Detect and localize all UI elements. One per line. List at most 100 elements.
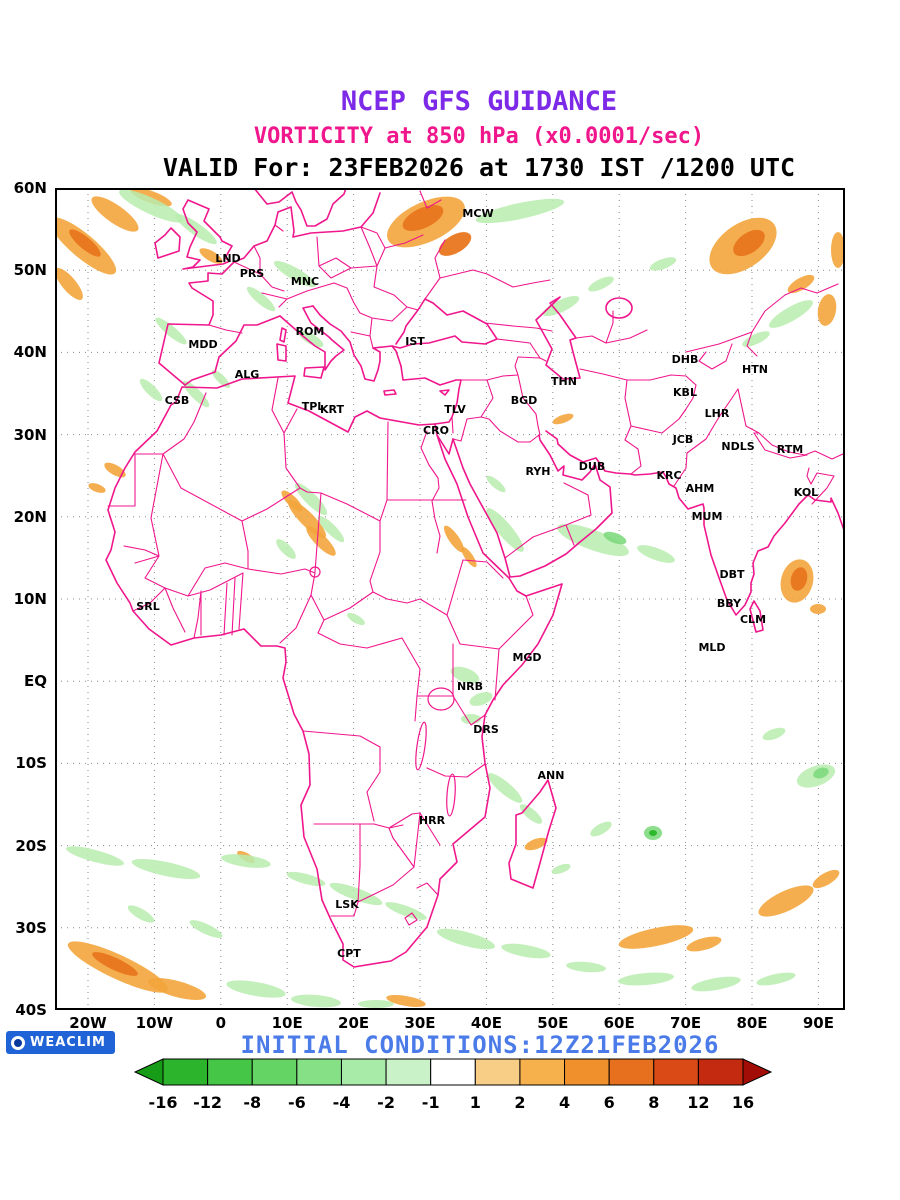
west-med-coastline (184, 315, 281, 386)
sicily-coastline (303, 366, 325, 379)
x-axis-label: 80E (736, 1014, 768, 1032)
vorticity-patch (130, 188, 172, 207)
station-label-prs: PRS (240, 267, 265, 280)
station-label-lnd: LND (215, 252, 240, 265)
y-axis-label: 30N (13, 425, 47, 444)
station-label-dbt: DBT (719, 568, 745, 581)
middle-east-borders (451, 310, 697, 559)
vorticity-patch (155, 317, 187, 345)
levant-coastline (434, 379, 462, 425)
station-label-srl: SRL (136, 600, 159, 613)
vorticity-patch (147, 978, 207, 1000)
vorticity-patch (386, 994, 426, 1008)
nile-river (420, 430, 441, 554)
vorticity-patch (88, 483, 106, 493)
x-axis-label: 90E (802, 1014, 834, 1032)
y-axis-label: 40N (13, 343, 47, 362)
weaclim-logo-icon (11, 1035, 25, 1050)
station-label-tpl: TPL (302, 400, 325, 413)
vorticity-patch (603, 531, 627, 545)
initial-conditions-label: INITIAL CONDITIONS:12Z21FEB2026 (240, 1031, 720, 1059)
vorticity-patch (65, 846, 125, 866)
station-label-ndls: NDLS (721, 440, 754, 453)
station-label-ahm: AHM (686, 482, 715, 495)
x-axis-label: 60E (603, 1014, 635, 1032)
valid-time-label: VALID For: 23FEB2026 at 1730 IST /1200 U… (162, 153, 796, 182)
station-label-jcb: JCB (672, 433, 694, 446)
vorticity-patch (588, 276, 614, 292)
weaclim-logo: WEACLIM (6, 1031, 115, 1054)
vorticity-patch (551, 863, 571, 875)
vorticity-patch (469, 692, 493, 706)
station-label-clm: CLM (740, 613, 766, 626)
y-axis-label: 20N (13, 507, 47, 526)
vorticity-patch (131, 859, 201, 879)
south-asia-borders (673, 283, 845, 505)
vorticity-patch (55, 268, 83, 300)
colorbar-label: -6 (288, 1093, 306, 1112)
station-label-mgd: MGD (512, 651, 541, 664)
x-axis-label: 10E (271, 1014, 303, 1032)
scandinavia-coastline (253, 188, 347, 227)
vorticity-patch (618, 972, 674, 986)
station-label-krc: KRC (656, 469, 681, 482)
iberia-north-europe-coastline (158, 192, 381, 386)
vorticity-patch (294, 482, 328, 516)
europe-borders (208, 190, 551, 349)
colorbar-label: 16 (732, 1093, 754, 1112)
vorticity-patch (329, 882, 383, 906)
colorbar-label: -12 (193, 1093, 222, 1112)
lake-malawi-outline (446, 773, 456, 817)
vorticity-patch (119, 189, 183, 223)
vorticity-patch (175, 213, 217, 245)
station-label-dub: DUB (579, 460, 605, 473)
colorbar-cell (162, 1058, 209, 1086)
vorticity-patch (590, 821, 612, 837)
turkey-south-coastline (400, 365, 462, 386)
colorbar-label: -1 (422, 1093, 440, 1112)
x-axis-label: 70E (670, 1014, 702, 1032)
vorticity-patch (566, 961, 606, 973)
x-axis-labels: 20W 10W 0 10E 20E 30E 40E 50E 60E 70E 80E 90E (55, 1014, 845, 1036)
station-label-krt: KRT (320, 403, 345, 416)
vorticity-patch (542, 295, 580, 317)
vorticity-patch (443, 525, 465, 553)
vorticity-patch (790, 567, 808, 591)
colorbar-cell (697, 1058, 744, 1086)
sardinia-coastline (276, 343, 287, 362)
colorbar-label: 2 (514, 1093, 525, 1112)
map-frame (55, 188, 845, 1010)
vorticity-patch (189, 920, 223, 938)
north-west-africa-borders (107, 377, 467, 649)
vorticity-patch (733, 229, 765, 257)
colorbar-cell (430, 1058, 476, 1086)
italy-coastline (279, 305, 345, 371)
vorticity-patch (298, 330, 324, 348)
station-label-csb: CSB (165, 394, 190, 407)
southern-africa-borders (302, 730, 441, 926)
title-block: NCEP GFS GUIDANCE VORTICITY at 850 hPa (… (0, 86, 900, 182)
station-label-htn: HTN (742, 363, 768, 376)
vorticity-fill-layer (55, 188, 845, 1008)
station-label-ann: ANN (538, 769, 565, 782)
vorticity-patch (385, 902, 427, 920)
station-label-bby: BBY (717, 597, 742, 610)
colorbar-cell (296, 1058, 342, 1086)
colorbar-label: -16 (149, 1093, 178, 1112)
colorbar-cell (207, 1058, 253, 1086)
x-axis-label: 20E (338, 1014, 370, 1032)
vorticity-patch (286, 871, 326, 887)
y-axis-label: 20S (15, 836, 47, 855)
station-label-alg: ALG (235, 368, 260, 381)
corsica-coastline (279, 327, 287, 343)
colorbar-arrow-left (133, 1058, 164, 1086)
colorbar-cell (653, 1058, 699, 1086)
x-axis-label: 30E (404, 1014, 436, 1032)
sri-lanka-coastline (749, 600, 764, 633)
britain-coastline (182, 199, 233, 270)
x-axis-label: 40E (470, 1014, 502, 1032)
colorbar-cell (608, 1058, 655, 1086)
balkan-greece-coastline (312, 305, 393, 382)
